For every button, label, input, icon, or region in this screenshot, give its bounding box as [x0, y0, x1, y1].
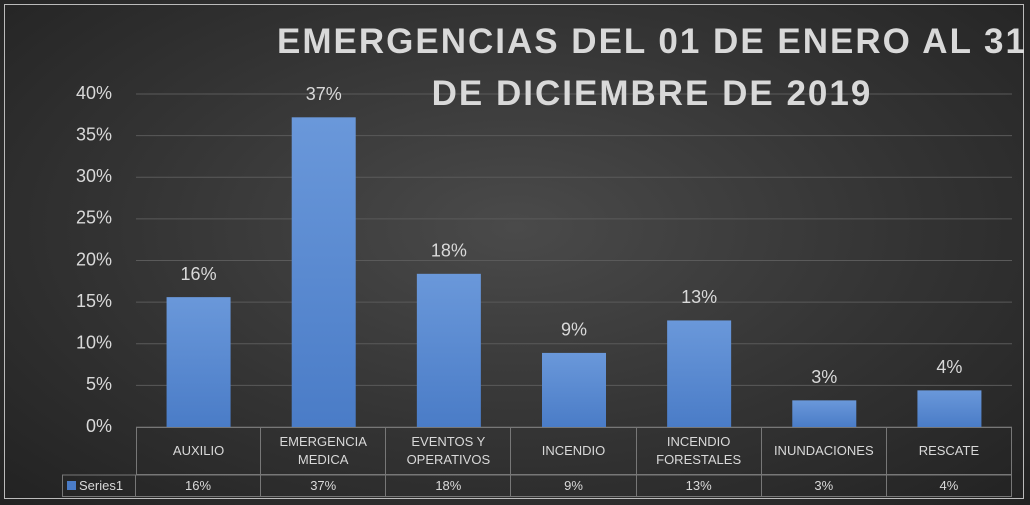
bar — [291, 117, 356, 427]
table-value: 9% — [511, 475, 637, 497]
bar — [166, 297, 231, 427]
bar — [542, 352, 606, 427]
y-tick-label: 20% — [76, 249, 112, 269]
y-tick-label: 35% — [76, 124, 112, 144]
legend-label: Series1 — [79, 477, 124, 493]
table-value: 13% — [636, 475, 762, 497]
data-label: 16% — [181, 264, 217, 284]
y-tick-label: 5% — [86, 374, 112, 394]
table-value: 16% — [136, 475, 262, 497]
data-label: 3% — [811, 367, 837, 387]
y-tick-label: 40% — [76, 83, 112, 103]
x-tick-label: INUNDACIONES — [761, 427, 887, 475]
table-value: 4% — [886, 475, 1012, 497]
x-tick-label: RESCATE — [886, 427, 1012, 475]
y-tick-label: 30% — [76, 166, 112, 186]
y-tick-label: 10% — [76, 333, 112, 353]
legend-key — [67, 481, 76, 490]
y-tick-label: 15% — [76, 291, 112, 311]
y-tick-label: 0% — [86, 416, 112, 436]
table-value: 37% — [261, 475, 387, 497]
chart-border — [4, 4, 1024, 499]
table-series-cell: Series1 — [62, 475, 136, 497]
bar — [792, 400, 857, 427]
table-value: 18% — [386, 475, 512, 497]
x-tick-label: INCENDIO — [511, 427, 637, 475]
x-tick-label: AUXILIO — [136, 427, 262, 475]
table-value: 3% — [761, 475, 887, 497]
x-tick-label: EVENTOS Y OPERATIVOS — [386, 427, 512, 475]
data-label: 4% — [936, 357, 962, 377]
x-tick-label: EMERGENCIA MEDICA — [261, 427, 387, 475]
chart-title: EMERGENCIAS DEL 01 DE ENERO AL 31 DE DIC… — [277, 22, 1027, 113]
bar — [667, 320, 732, 427]
data-label: 13% — [681, 287, 717, 307]
data-label: 9% — [561, 320, 587, 340]
bar — [917, 390, 982, 427]
data-label: 37% — [306, 84, 342, 104]
data-label: 18% — [431, 241, 467, 261]
bar — [416, 273, 481, 427]
x-tick-label: INCENDIO FORESTALES — [636, 427, 762, 475]
y-tick-label: 25% — [76, 208, 112, 228]
